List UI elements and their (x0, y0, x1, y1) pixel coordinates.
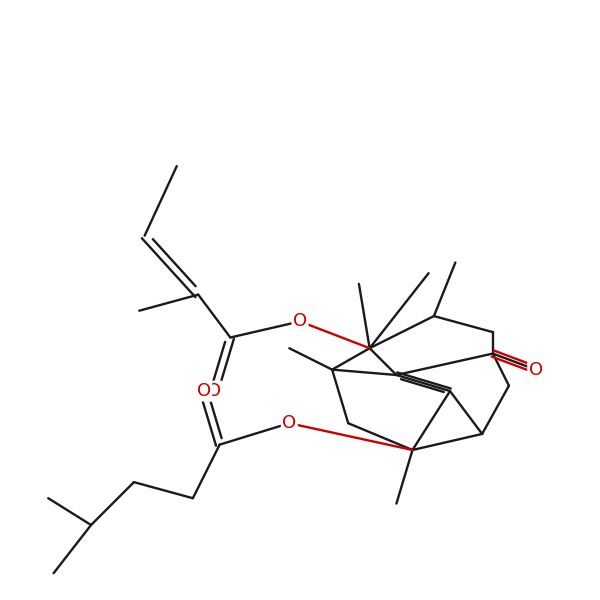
Text: O: O (197, 382, 211, 400)
Text: O: O (529, 361, 543, 379)
Text: O: O (207, 382, 221, 400)
Text: O: O (282, 414, 296, 432)
Text: O: O (293, 313, 307, 331)
